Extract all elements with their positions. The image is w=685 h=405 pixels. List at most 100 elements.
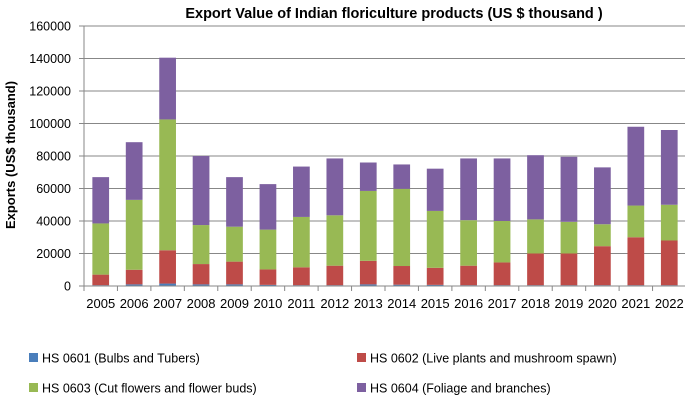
bar-segment-2010-series-2 bbox=[259, 269, 277, 285]
legend-label: HS 0602 (Live plants and mushroom spawn) bbox=[370, 352, 617, 366]
bar-segment-2012-series-2 bbox=[326, 265, 344, 286]
bar-segment-2008-series-1 bbox=[192, 284, 210, 286]
bar-segment-2015-series-3 bbox=[426, 210, 444, 268]
bar-segment-2006-series-2 bbox=[125, 269, 143, 285]
bar-segment-2011-series-3 bbox=[293, 216, 310, 268]
bar-segment-2020-series-4 bbox=[594, 167, 611, 225]
bar-segment-2017-series-2 bbox=[493, 262, 511, 286]
bar-segment-2016-series-4 bbox=[460, 158, 477, 221]
legend-swatch bbox=[29, 353, 38, 362]
y-tick-label: 140000 bbox=[29, 52, 71, 66]
bar-segment-2006-series-1 bbox=[125, 284, 143, 286]
x-tick-label: 2012 bbox=[320, 296, 349, 311]
legend-swatch bbox=[357, 383, 366, 392]
bar-segment-2009-series-4 bbox=[226, 177, 243, 227]
bar-segment-2013-series-1 bbox=[359, 284, 377, 286]
bar-segment-2014-series-4 bbox=[393, 164, 411, 189]
y-tick-label: 20000 bbox=[36, 247, 71, 261]
bar-segment-2014-series-3 bbox=[393, 188, 411, 267]
legend-swatch bbox=[357, 353, 366, 362]
bar-segment-2016-series-2 bbox=[460, 265, 477, 286]
bar-segment-2014-series-2 bbox=[393, 266, 411, 285]
bar-segment-2019-series-4 bbox=[560, 156, 578, 222]
bar-segment-2013-series-4 bbox=[359, 162, 377, 191]
bar-segment-2005-series-2 bbox=[92, 274, 110, 286]
bar-segment-2008-series-4 bbox=[192, 156, 210, 226]
tick-labels: 0 20000 40000 60000 80000 100000 120000 140000 1… bbox=[29, 20, 683, 312]
bars bbox=[92, 57, 678, 286]
bar-segment-2008-series-3 bbox=[192, 225, 210, 265]
bar-segment-2021-series-2 bbox=[627, 237, 645, 286]
bar-segment-2017-series-3 bbox=[493, 221, 511, 263]
bar-segment-2021-series-3 bbox=[627, 205, 645, 238]
bar-segment-2005-series-4 bbox=[92, 177, 110, 224]
x-tick-label: 2008 bbox=[187, 296, 216, 311]
legend-label: HS 0601 (Bulbs and Tubers) bbox=[42, 352, 200, 366]
legend-swatch bbox=[29, 383, 38, 392]
bar-segment-2007-series-4 bbox=[159, 57, 176, 120]
bar-segment-2009-series-2 bbox=[226, 261, 243, 285]
y-tick-label: 160000 bbox=[29, 20, 71, 34]
bar-segment-2013-series-2 bbox=[359, 260, 377, 285]
bar-segment-2005-series-3 bbox=[92, 223, 110, 275]
bar-segment-2007-series-2 bbox=[159, 250, 176, 284]
bar-segment-2015-series-1 bbox=[426, 284, 444, 286]
x-tick-label: 2014 bbox=[387, 296, 416, 311]
bar-segment-2006-series-4 bbox=[125, 142, 143, 200]
x-tick-label: 2022 bbox=[655, 296, 684, 311]
y-tick-label: 0 bbox=[64, 280, 71, 294]
bar-segment-2022-series-4 bbox=[660, 130, 678, 205]
bar-segment-2014-series-1 bbox=[393, 284, 411, 286]
bar-segment-2009-series-1 bbox=[226, 284, 243, 286]
bar-segment-2016-series-3 bbox=[460, 220, 477, 266]
x-tick-label: 2005 bbox=[86, 296, 115, 311]
x-tick-label: 2007 bbox=[153, 296, 182, 311]
x-tick-label: 2017 bbox=[488, 296, 517, 311]
bar-segment-2019-series-3 bbox=[560, 221, 578, 254]
bar-segment-2022-series-2 bbox=[660, 240, 678, 286]
bar-segment-2022-series-3 bbox=[660, 204, 678, 241]
bar-segment-2020-series-2 bbox=[594, 246, 611, 286]
legend: HS 0601 (Bulbs and Tubers) HS 0602 (Live … bbox=[29, 352, 617, 396]
bar-segment-2021-series-4 bbox=[627, 126, 645, 206]
bar-segment-2017-series-4 bbox=[493, 158, 511, 221]
x-tick-label: 2020 bbox=[588, 296, 617, 311]
bar-segment-2018-series-2 bbox=[527, 253, 544, 286]
x-tick-label: 2019 bbox=[554, 296, 583, 311]
bar-segment-2015-series-2 bbox=[426, 267, 444, 285]
axes bbox=[79, 25, 685, 291]
y-tick-label: 40000 bbox=[36, 215, 71, 229]
x-tick-label: 2018 bbox=[521, 296, 550, 311]
bar-segment-2013-series-3 bbox=[359, 190, 377, 261]
bar-segment-2007-series-3 bbox=[159, 119, 176, 251]
legend-label: HS 0603 (Cut flowers and flower buds) bbox=[42, 382, 257, 396]
x-tick-label: 2015 bbox=[421, 296, 450, 311]
bar-segment-2010-series-4 bbox=[259, 184, 277, 230]
x-tick-label: 2010 bbox=[253, 296, 282, 311]
y-axis-label: Exports (US$ thousand) bbox=[3, 81, 18, 229]
chart-title: Export Value of Indian floriculture prod… bbox=[185, 6, 602, 22]
bar-segment-2018-series-3 bbox=[527, 219, 544, 254]
bar-segment-2006-series-3 bbox=[125, 199, 143, 270]
x-tick-label: 2009 bbox=[220, 296, 249, 311]
bar-segment-2015-series-4 bbox=[426, 168, 444, 211]
x-tick-label: 2013 bbox=[354, 296, 383, 311]
x-tick-label: 2011 bbox=[287, 296, 315, 311]
bar-segment-2012-series-4 bbox=[326, 158, 344, 216]
x-tick-label: 2016 bbox=[454, 296, 483, 311]
bar-segment-2007-series-1 bbox=[159, 283, 176, 286]
x-tick-label: 2006 bbox=[120, 296, 149, 311]
bar-segment-2008-series-2 bbox=[192, 264, 210, 285]
bar-segment-2009-series-3 bbox=[226, 226, 243, 262]
y-tick-label: 120000 bbox=[29, 85, 71, 99]
y-tick-label: 80000 bbox=[36, 150, 71, 164]
bar-segment-2020-series-3 bbox=[594, 224, 611, 247]
bar-segment-2018-series-4 bbox=[527, 155, 544, 220]
bar-segment-2019-series-2 bbox=[560, 253, 578, 286]
y-tick-label: 60000 bbox=[36, 182, 71, 196]
bar-segment-2011-series-4 bbox=[293, 166, 310, 217]
y-tick-label: 100000 bbox=[29, 117, 71, 131]
bar-segment-2012-series-3 bbox=[326, 215, 344, 266]
